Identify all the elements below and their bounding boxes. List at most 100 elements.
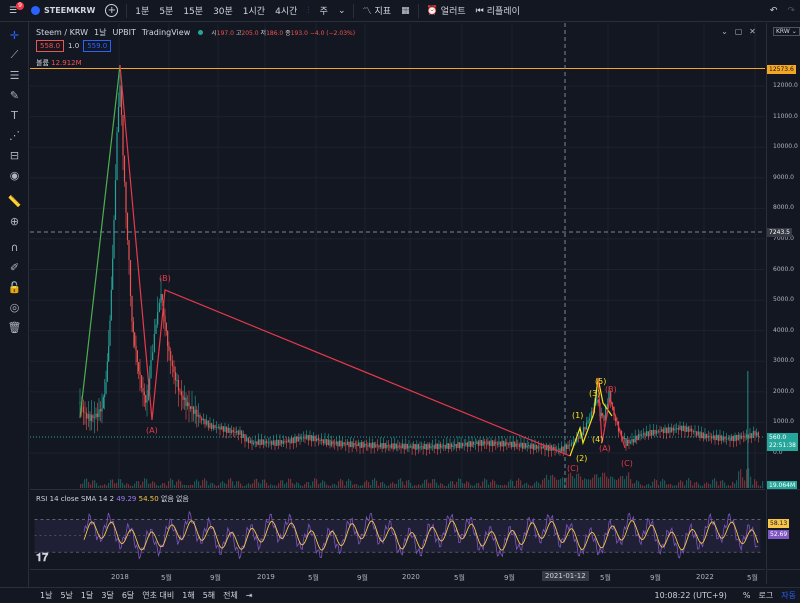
timeframe-30m[interactable]: 30분 (213, 7, 233, 17)
templates-button[interactable]: ▦ (396, 0, 415, 22)
stay-drawing-tool[interactable]: ✐ (0, 257, 29, 277)
range-3m[interactable]: 3달 (101, 591, 114, 600)
volume-bar (676, 485, 678, 488)
timeframe-1m[interactable]: 1분 (135, 7, 150, 17)
price-scale[interactable]: 12000.0 11000.0 10000.0 9000.0 8000.0 7000.0 6… (766, 23, 800, 488)
candle-body (317, 438, 319, 441)
close-pane-button[interactable]: ✕ (749, 27, 756, 36)
crosshair-tool[interactable]: ✛ (0, 25, 29, 45)
redo-button[interactable]: ↷ (782, 0, 800, 22)
price-tick: 10000.0 (773, 143, 798, 151)
chart-type-label[interactable]: 주 (319, 7, 328, 17)
percent-scale-toggle[interactable]: % (742, 591, 751, 600)
volume-bar (426, 479, 428, 488)
volume-bar (440, 483, 442, 488)
wave-label: (B) (605, 385, 617, 394)
volume-bar (704, 483, 706, 488)
auto-scale-toggle[interactable]: 자동 (781, 591, 796, 600)
timeframe-5m[interactable]: 5분 (159, 7, 174, 17)
candle-body (281, 440, 283, 444)
sell-button[interactable]: 558.0 (36, 40, 65, 52)
price-chart[interactable]: (B)(A)(1)(2)(3)(4)(5)(B)(A)(C)(C) (30, 23, 765, 488)
time-axis[interactable]: 2018 5월 9월 2019 5월 9월 2020 5월 9월 2021-01… (30, 569, 765, 584)
candle-body (495, 441, 497, 445)
timezone-clock[interactable]: 10:08:22 (UTC+9) (654, 591, 727, 600)
timeframe-1h[interactable]: 1시간 (242, 7, 266, 17)
legend-title: Steem / KRW (36, 28, 89, 37)
volume-bar (758, 485, 760, 488)
volume-bar (162, 483, 164, 488)
volume-scale-label: 19.064M (767, 481, 798, 490)
candle-body (471, 441, 473, 447)
candle-style-button[interactable]: ⫶ (302, 0, 314, 22)
projection-tool[interactable]: ⊟ (0, 145, 29, 165)
candle-body (89, 414, 91, 421)
candle-body (692, 431, 694, 433)
measure-tool[interactable]: 📏 (0, 191, 29, 211)
rsi-pane[interactable] (30, 489, 765, 569)
range-1m[interactable]: 1달 (80, 591, 94, 600)
range-6m[interactable]: 6달 (121, 591, 135, 600)
compare-symbol-button[interactable]: + (100, 0, 123, 22)
bottom-right-controls: 10:08:22 (UTC+9) % 로그 자동 (651, 590, 800, 601)
volume-bar (142, 481, 144, 488)
remove-drawings-tool[interactable]: 🗑 (0, 317, 29, 337)
undo-button[interactable]: ↶ (765, 0, 783, 22)
symbol-search-button[interactable]: STEEMKRW (26, 0, 100, 22)
range-1d[interactable]: 1날 (40, 591, 53, 600)
range-1y[interactable]: 1해 (182, 591, 195, 600)
candle-body (296, 436, 298, 442)
candle-body (731, 436, 733, 441)
range-ytd[interactable]: 연초 대비 (142, 591, 175, 600)
volume-bar (590, 479, 592, 488)
icons-tool[interactable]: ◉ (0, 165, 29, 185)
range-5d[interactable]: 5날 (60, 591, 73, 600)
collapse-pane-button[interactable]: ⌄ (721, 27, 728, 36)
bottom-toolbar: 1날 5날 1달 3달 6달 연초 대비 1해 5해 전체 ⇥ 10:08:22… (0, 587, 800, 603)
replay-button[interactable]: ⏮ 리플레이 (471, 0, 525, 22)
volume-bar (520, 480, 522, 488)
fib-tool[interactable]: ☰ (0, 65, 29, 85)
volume-bar (268, 485, 270, 488)
timeframe-4h[interactable]: 4시간 (275, 7, 298, 17)
text-tool[interactable]: T (0, 105, 29, 125)
brush-tool[interactable]: ✎ (0, 85, 29, 105)
candle-body (585, 422, 588, 430)
timeframe-dropdown[interactable]: ⌄ (333, 0, 351, 22)
volume-bar (298, 483, 300, 488)
candle-body (603, 415, 605, 421)
trend-line-tool[interactable]: ⟋ (0, 45, 29, 65)
pattern-tool[interactable]: ⋰ (0, 125, 29, 145)
rsi-scale[interactable]: 58.13 52.69 (766, 489, 800, 569)
buy-button[interactable]: 559.0 (83, 40, 112, 52)
alert-button[interactable]: ⏰ 얼러트 (422, 0, 471, 22)
candle-body (482, 441, 484, 446)
log-scale-toggle[interactable]: 로그 (758, 591, 774, 600)
indicators-button[interactable]: 〽 지표 (357, 0, 396, 22)
volume-legend: 볼륨 12.912M (36, 58, 82, 68)
candle-body (709, 436, 711, 437)
candle-body (367, 445, 369, 447)
volume-value: 12.912M (51, 59, 82, 67)
candle-body (108, 345, 110, 362)
timeframe-15m[interactable]: 15분 (183, 7, 204, 17)
maximize-pane-button[interactable]: ▢ (734, 27, 743, 36)
go-to-date-button[interactable]: ⇥ (242, 591, 257, 600)
candle-body (626, 439, 629, 446)
volume-bar (472, 485, 474, 488)
volume-bar (282, 480, 284, 488)
range-5y[interactable]: 5해 (202, 591, 216, 600)
zoom-tool[interactable]: ⊕ (0, 211, 29, 231)
hide-drawings-tool[interactable]: ◎ (0, 297, 29, 317)
menu-button[interactable]: ☰ 9 (0, 0, 26, 22)
candle-body (411, 445, 413, 449)
volume-bar (644, 485, 646, 488)
volume-bar (560, 478, 562, 488)
range-all[interactable]: 전체 (223, 591, 238, 600)
lock-drawings-tool[interactable]: 🔓 (0, 277, 29, 297)
undo-redo-group: ↶ ↷ (765, 0, 800, 22)
magnet-tool[interactable]: ∩ (0, 237, 29, 257)
currency-selector[interactable]: KRW ⌄ (773, 27, 800, 36)
candle-body (147, 389, 149, 401)
volume-bar (350, 480, 352, 488)
